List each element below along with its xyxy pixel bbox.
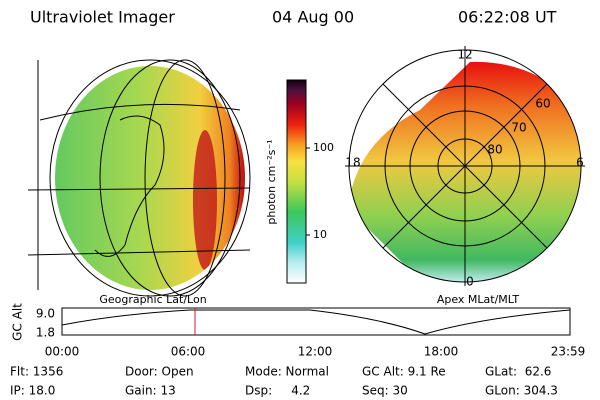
footer-field: Mode: Normal bbox=[245, 365, 329, 379]
footer-field: Seq: 30 bbox=[362, 384, 408, 398]
geographic-map bbox=[27, 59, 251, 297]
alt-xtick: 18:00 bbox=[424, 345, 459, 359]
alt-xtick: 00:00 bbox=[45, 345, 80, 359]
alt-xtick: 12:00 bbox=[298, 345, 333, 359]
footer-field: GLon: 304.3 bbox=[485, 384, 558, 398]
footer-field: IP: 18.0 bbox=[10, 384, 55, 398]
footer-field: GC Alt: 9.1 Re bbox=[362, 365, 446, 379]
footer-field: Dsp: 4.2 bbox=[245, 384, 310, 398]
footer-field: Gain: 13 bbox=[125, 384, 176, 398]
mlt-label: 6 bbox=[576, 156, 584, 170]
alt-ytick: 9.0 bbox=[36, 307, 55, 321]
footer-field: Flt: 1356 bbox=[10, 365, 63, 379]
time: 06:22:08 UT bbox=[458, 8, 557, 27]
date: 04 Aug 00 bbox=[272, 8, 354, 27]
colorbar-label: photon cm⁻²s⁻¹ bbox=[265, 139, 278, 224]
footer-field: GLat: 62.6 bbox=[485, 365, 551, 379]
colorbar-tick: 10 bbox=[313, 228, 327, 241]
mlat-label: 80 bbox=[487, 143, 502, 157]
title: Ultraviolet Imager bbox=[30, 8, 175, 27]
alt-xtick: 23:59 bbox=[551, 345, 586, 359]
footer-field: Door: Open bbox=[125, 365, 194, 379]
footer: Flt: 1356 Door: Open Mode: Normal GC Alt: 9… bbox=[10, 365, 558, 398]
alt-ytick: 1.8 bbox=[36, 326, 55, 340]
altitude-plot bbox=[61, 307, 571, 336]
left-map-label: Geographic Lat/Lon bbox=[99, 293, 206, 306]
alt-xtick: 06:00 bbox=[171, 345, 206, 359]
colorbar-tick: 100 bbox=[313, 141, 334, 154]
polar-map bbox=[345, 46, 585, 286]
colorbar bbox=[286, 79, 310, 284]
mlt-label: 18 bbox=[345, 156, 360, 170]
mlt-label: 12 bbox=[457, 48, 472, 62]
mlt-label: 0 bbox=[466, 275, 474, 289]
mlat-label: 60 bbox=[535, 97, 550, 111]
alt-label: GC Alt bbox=[11, 303, 25, 341]
right-map-label: Apex MLat/MLT bbox=[437, 293, 520, 306]
mlat-label: 70 bbox=[511, 121, 526, 135]
